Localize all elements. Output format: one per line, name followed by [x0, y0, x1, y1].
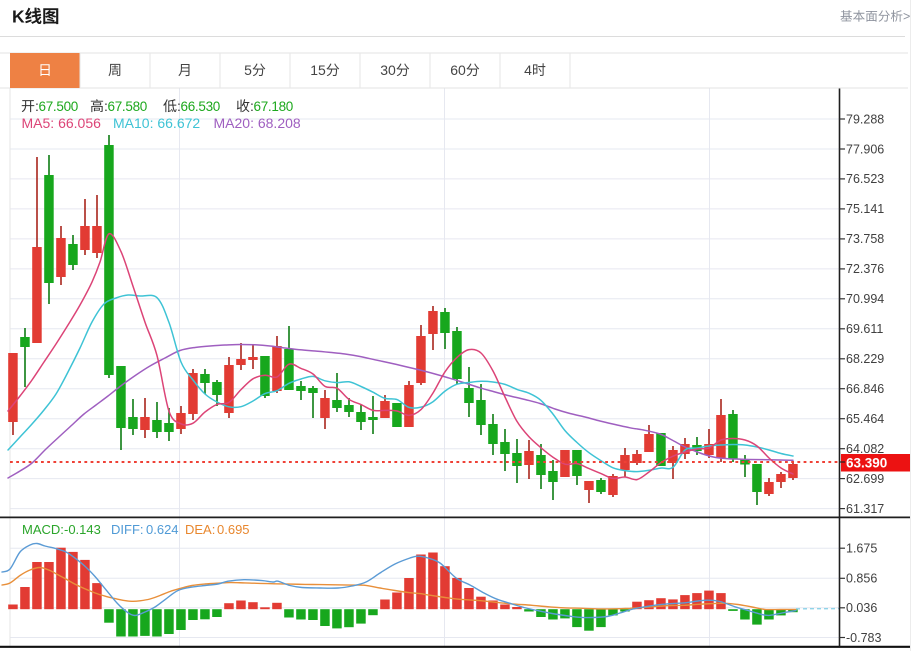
svg-text:-0.143: -0.143 [64, 522, 101, 537]
svg-text:4: 4 [524, 62, 532, 78]
svg-text:75.141: 75.141 [846, 202, 884, 216]
svg-text:>: > [903, 10, 910, 24]
svg-text:63.390: 63.390 [846, 455, 887, 470]
svg-text:MA5: 66.056: MA5: 66.056 [22, 115, 102, 131]
svg-text:67.180: 67.180 [254, 99, 294, 114]
svg-text:77.906: 77.906 [846, 142, 884, 156]
svg-text:73.758: 73.758 [846, 232, 884, 246]
svg-text:66.530: 66.530 [181, 99, 221, 114]
svg-text:76.523: 76.523 [846, 172, 884, 186]
svg-text:67.500: 67.500 [39, 99, 79, 114]
svg-text:61.317: 61.317 [846, 502, 884, 516]
svg-text:MACD:: MACD: [22, 522, 64, 537]
svg-text:K: K [12, 7, 25, 27]
svg-text:0.856: 0.856 [846, 572, 877, 586]
svg-text:69.611: 69.611 [846, 322, 883, 336]
svg-text:70.994: 70.994 [846, 292, 884, 306]
svg-text:0.036: 0.036 [846, 601, 877, 615]
svg-text:MA20: 68.208: MA20: 68.208 [214, 115, 301, 131]
svg-text:DIFF:: DIFF: [111, 522, 144, 537]
svg-text:72.376: 72.376 [846, 262, 884, 276]
svg-text:68.229: 68.229 [846, 352, 884, 366]
svg-text:MA10: 66.672: MA10: 66.672 [113, 115, 200, 131]
svg-text:0.624: 0.624 [146, 522, 179, 537]
svg-text:0.695: 0.695 [217, 522, 250, 537]
svg-text:79.288: 79.288 [846, 112, 884, 126]
svg-text:DEA:: DEA: [185, 522, 215, 537]
svg-text:62.699: 62.699 [846, 472, 884, 486]
svg-text:1.675: 1.675 [846, 542, 877, 556]
svg-text:64.082: 64.082 [846, 442, 884, 456]
svg-text:65.464: 65.464 [846, 412, 884, 426]
svg-text:5: 5 [244, 62, 252, 78]
svg-text:-0.783: -0.783 [846, 631, 881, 645]
svg-text:30: 30 [380, 62, 396, 78]
svg-text:60: 60 [450, 62, 466, 78]
svg-text:15: 15 [310, 62, 326, 78]
svg-text:67.580: 67.580 [108, 99, 148, 114]
svg-text:66.846: 66.846 [846, 382, 884, 396]
